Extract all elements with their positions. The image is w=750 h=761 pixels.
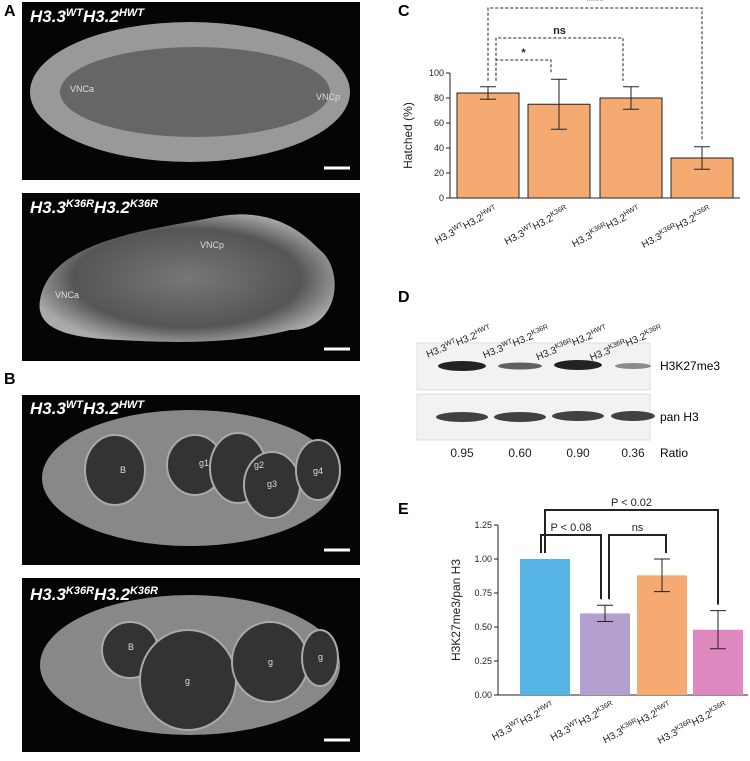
ratio: 0.95 — [450, 446, 474, 460]
significance-bracket — [495, 37, 624, 81]
error-bar — [694, 146, 710, 170]
label-part: K36R — [692, 204, 711, 218]
panel-label: C — [398, 3, 410, 20]
image-title: H3.3K36RH3.2K36R — [30, 585, 158, 604]
label-part: HWT — [480, 204, 498, 218]
label-part: HWT — [590, 323, 608, 336]
y-tick-label: 1.25 — [474, 520, 492, 530]
y-tick-label: 20 — [434, 168, 444, 178]
significance-bracket — [540, 534, 602, 600]
significance-bracket — [544, 509, 719, 605]
label-part: K36R — [595, 700, 614, 714]
bar — [580, 613, 630, 695]
annotation: VNCp — [200, 240, 224, 250]
y-tick-label: 80 — [434, 93, 444, 103]
annotation: g — [185, 676, 190, 686]
label-part: K36R — [643, 324, 662, 337]
bands — [436, 360, 655, 422]
image-title: H3.3WTH3.2HWT — [30, 7, 145, 26]
gut-chambers — [101, 621, 339, 731]
ratio: 0.90 — [566, 446, 590, 460]
significance-label: * — [521, 47, 526, 59]
panel-label: D — [398, 289, 410, 306]
label-part: HWT — [474, 323, 492, 336]
significance-label: ns — [632, 522, 644, 534]
error-bar — [654, 558, 670, 593]
category-label: H3.3K36RH3.2HWT — [570, 204, 643, 250]
y-tick-label: 0.50 — [474, 622, 492, 632]
annotation: B — [128, 642, 134, 652]
row-label: pan H3 — [660, 410, 699, 424]
label-part: HWT — [623, 204, 641, 218]
embryo — [39, 214, 335, 342]
gut-chambers — [84, 432, 341, 519]
annotation: VNCp — [316, 92, 340, 102]
significance-bracket — [495, 59, 552, 81]
bar — [456, 92, 520, 199]
ratio-label: Ratio — [660, 446, 688, 460]
annotation: VNCa — [55, 290, 79, 300]
error-bar — [710, 610, 726, 650]
annotation: B — [120, 465, 126, 475]
bar — [637, 575, 687, 695]
label-part: WT — [451, 221, 465, 233]
embryo-vnc — [60, 47, 330, 137]
label-part: WT — [444, 337, 457, 348]
label-part: K36R — [530, 324, 549, 337]
category-label: H3.3K36RH3.2K36R — [640, 204, 714, 251]
error-bar — [623, 86, 639, 110]
annotation: g1 — [199, 458, 209, 468]
panel-label: B — [4, 371, 16, 388]
y-tick-label: 100 — [429, 68, 444, 78]
y-tick-label: 40 — [434, 143, 444, 153]
annotation: g4 — [313, 466, 323, 476]
label-part: HWT — [654, 700, 672, 714]
row-label: H3K27me3 — [660, 359, 720, 373]
annotation: g3 — [267, 479, 277, 489]
y-tick-label: 0.00 — [474, 690, 492, 700]
panel-label: E — [398, 501, 409, 518]
annotation: g2 — [254, 460, 264, 470]
image-title: H3.3WTH3.2HWT — [30, 399, 145, 418]
significance-label: P < 0.08 — [550, 522, 591, 534]
label-part: WT — [508, 717, 522, 729]
label-part: WT — [567, 718, 581, 730]
significance-label: ns — [553, 25, 566, 37]
annotation: VNCa — [70, 84, 94, 94]
ratio: 0.36 — [621, 446, 645, 460]
significance-label: **** — [586, 0, 604, 7]
category-label: H3.3WTH3.2HWT — [490, 700, 557, 743]
label-part: HWT — [537, 700, 555, 714]
label-part: K36R — [549, 204, 568, 218]
annotation: g — [268, 657, 273, 667]
label-part: WT — [501, 338, 514, 349]
annotation: g — [318, 652, 323, 662]
bar — [520, 559, 570, 695]
y-tick-label: 60 — [434, 118, 444, 128]
y-tick-label: 0.25 — [474, 656, 492, 666]
label-part: WT — [521, 222, 535, 234]
y-tick-label: 0.75 — [474, 588, 492, 598]
significance-label: P < 0.02 — [611, 497, 652, 509]
image-title: H3.3K36RH3.2K36R — [30, 198, 158, 217]
significance-bracket — [487, 7, 703, 141]
category-label: H3.3WTH3.2HWT — [425, 323, 494, 360]
category-label: H3.3WTH3.2K36R — [502, 204, 570, 248]
category-label: H3.3WTH3.2HWT — [433, 204, 500, 247]
bar — [599, 97, 663, 199]
y-tick-label: 0 — [439, 193, 444, 203]
error-bar — [480, 86, 496, 100]
panel-label: A — [4, 3, 16, 20]
y-axis-label: H3K27me3/pan H3 — [449, 559, 463, 661]
error-bar — [597, 604, 613, 623]
ratio: 0.60 — [508, 446, 532, 460]
y-tick-label: 1.00 — [474, 554, 492, 564]
significance-bracket — [608, 534, 667, 600]
y-axis-label: Hatched (%) — [401, 102, 415, 169]
error-bar — [551, 78, 567, 130]
label-part: K36R — [708, 700, 727, 714]
bar — [670, 157, 734, 199]
